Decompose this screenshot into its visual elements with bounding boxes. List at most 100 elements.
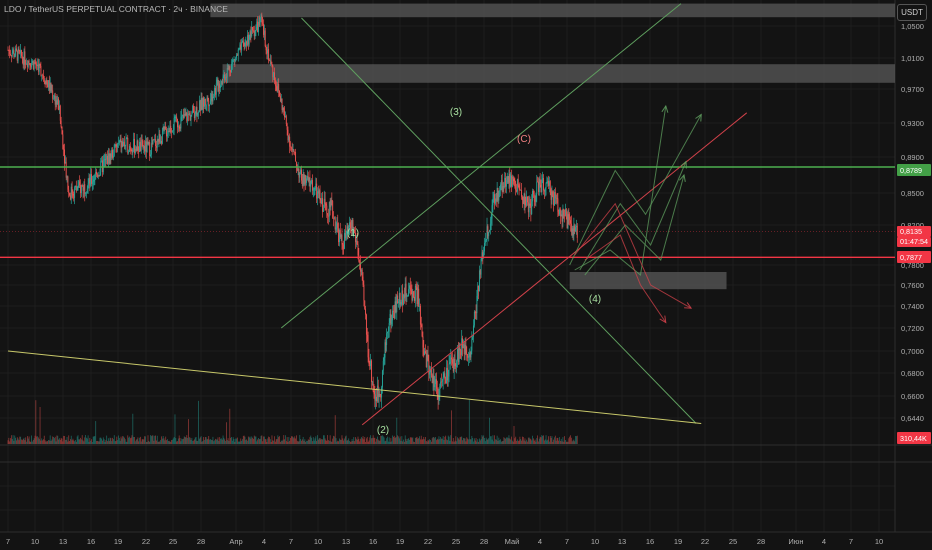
candle-body-102 (93, 179, 95, 182)
candle-body-73 (69, 193, 71, 196)
time-axis[interactable]: 7 10 13 16 19 22 25 28 Апр 4 7 10 13 16 19 22 25 28 Май 4 7 1… (6, 537, 883, 546)
candle-body-320 (277, 83, 279, 91)
candle-body-549 (470, 350, 472, 358)
y-tick-0: 1,0500 (901, 22, 924, 31)
candle-body-221 (193, 112, 195, 119)
candle-body-498 (427, 354, 429, 361)
candle-body-44 (44, 81, 46, 85)
candle-body-573 (490, 218, 492, 224)
candle-body-322 (279, 90, 281, 96)
candle-body-532 (456, 360, 458, 367)
candle-body-346 (299, 172, 301, 178)
candle-body-459 (394, 301, 396, 319)
candle-body-412 (355, 233, 356, 243)
candle-body-236 (206, 97, 208, 105)
candle-body-516 (442, 376, 444, 381)
candle-body-514 (441, 381, 442, 383)
x-tick-12: 13 (342, 537, 350, 546)
candle-body-444 (381, 370, 383, 388)
candle-body-61 (58, 105, 60, 110)
candle-body-461 (396, 295, 398, 313)
candle-body-493 (423, 347, 425, 355)
candle-body-512 (439, 386, 441, 396)
trend-line-3 (7, 350, 702, 424)
candle-body-285 (247, 35, 249, 45)
candle-body-581 (497, 187, 499, 201)
wave-label-1: (2) (377, 425, 389, 436)
candle-body-54 (53, 98, 54, 100)
candle-body-214 (188, 114, 189, 115)
x-tick-29: 4 (822, 537, 826, 546)
candle-body-409 (352, 219, 354, 231)
candle-body-610 (521, 196, 523, 201)
candle-body-629 (538, 181, 539, 192)
candle-body-641 (548, 180, 550, 186)
candle-body-551 (472, 336, 474, 340)
candle-body-568 (486, 226, 488, 241)
candle-body-144 (128, 145, 130, 152)
candle-body-55 (53, 95, 55, 99)
candle-body-188 (166, 129, 167, 137)
candle-body-388 (334, 217, 336, 230)
candle-body-255 (222, 76, 224, 84)
candle-body-171 (151, 143, 153, 145)
candle-body-547 (468, 353, 470, 357)
candle-body-609 (521, 189, 523, 197)
candle-body-391 (337, 223, 339, 229)
candle-body-347 (300, 169, 302, 173)
candle-body-657 (561, 214, 563, 222)
x-tick-0: 7 (6, 537, 10, 546)
candle-body-495 (425, 351, 426, 354)
candle-body-259 (225, 76, 227, 78)
candle-body-33 (35, 63, 37, 65)
x-tick-9: 4 (262, 537, 266, 546)
candle-body-278 (241, 40, 243, 43)
currency-button[interactable]: USDT (897, 4, 927, 21)
candle-body-655 (559, 209, 561, 217)
candle-body-261 (227, 68, 229, 70)
y-tick-9: 0,7400 (901, 302, 924, 311)
candle-body-349 (301, 180, 303, 187)
candle-body-439 (377, 385, 379, 397)
candle-body-167 (148, 142, 150, 145)
candle-body-469 (403, 294, 404, 305)
candle-body-200 (176, 116, 178, 119)
candle-body-207 (182, 114, 184, 116)
price-axis[interactable]: 1,0500 1,0100 0,9700 0,9300 0,8900 0,8500 0,82… (901, 22, 924, 423)
candle-body-464 (398, 293, 400, 302)
candle-body-352 (304, 175, 306, 185)
candle-body-484 (415, 285, 417, 288)
candle-body-652 (557, 198, 559, 212)
candle-body-291 (252, 30, 254, 32)
candle-body-435 (374, 394, 376, 401)
candle-body-187 (165, 126, 167, 130)
x-tick-22: 13 (618, 537, 626, 546)
candle-body-475 (408, 289, 410, 297)
candle-body-614 (525, 204, 527, 206)
candle-body-274 (238, 49, 240, 50)
candle-body-189 (166, 134, 168, 137)
candle-body-424 (365, 308, 367, 315)
candle-body-627 (536, 181, 538, 194)
candle-body-264 (230, 70, 232, 73)
candle-body-176 (155, 145, 157, 148)
candle-body-351 (303, 173, 305, 185)
candle-body-390 (336, 223, 338, 228)
projection-arrowhead-5 (659, 315, 667, 324)
candle-body-312 (270, 60, 272, 65)
candle-body-270 (235, 57, 237, 61)
candle-body-594 (508, 173, 510, 183)
candle-body-393 (338, 230, 340, 243)
candle-body-552 (473, 325, 474, 337)
candle-body-404 (348, 227, 350, 232)
candle-body-151 (134, 148, 136, 154)
candle-body-496 (425, 353, 427, 368)
y-tick-11: 0,7000 (901, 347, 924, 356)
candle-body-251 (219, 83, 221, 88)
candle-body-663 (566, 216, 568, 229)
candle-body-40 (41, 74, 43, 76)
candle-body-669 (571, 228, 573, 233)
candle-body-99 (91, 174, 92, 184)
candle-body-173 (153, 139, 155, 141)
